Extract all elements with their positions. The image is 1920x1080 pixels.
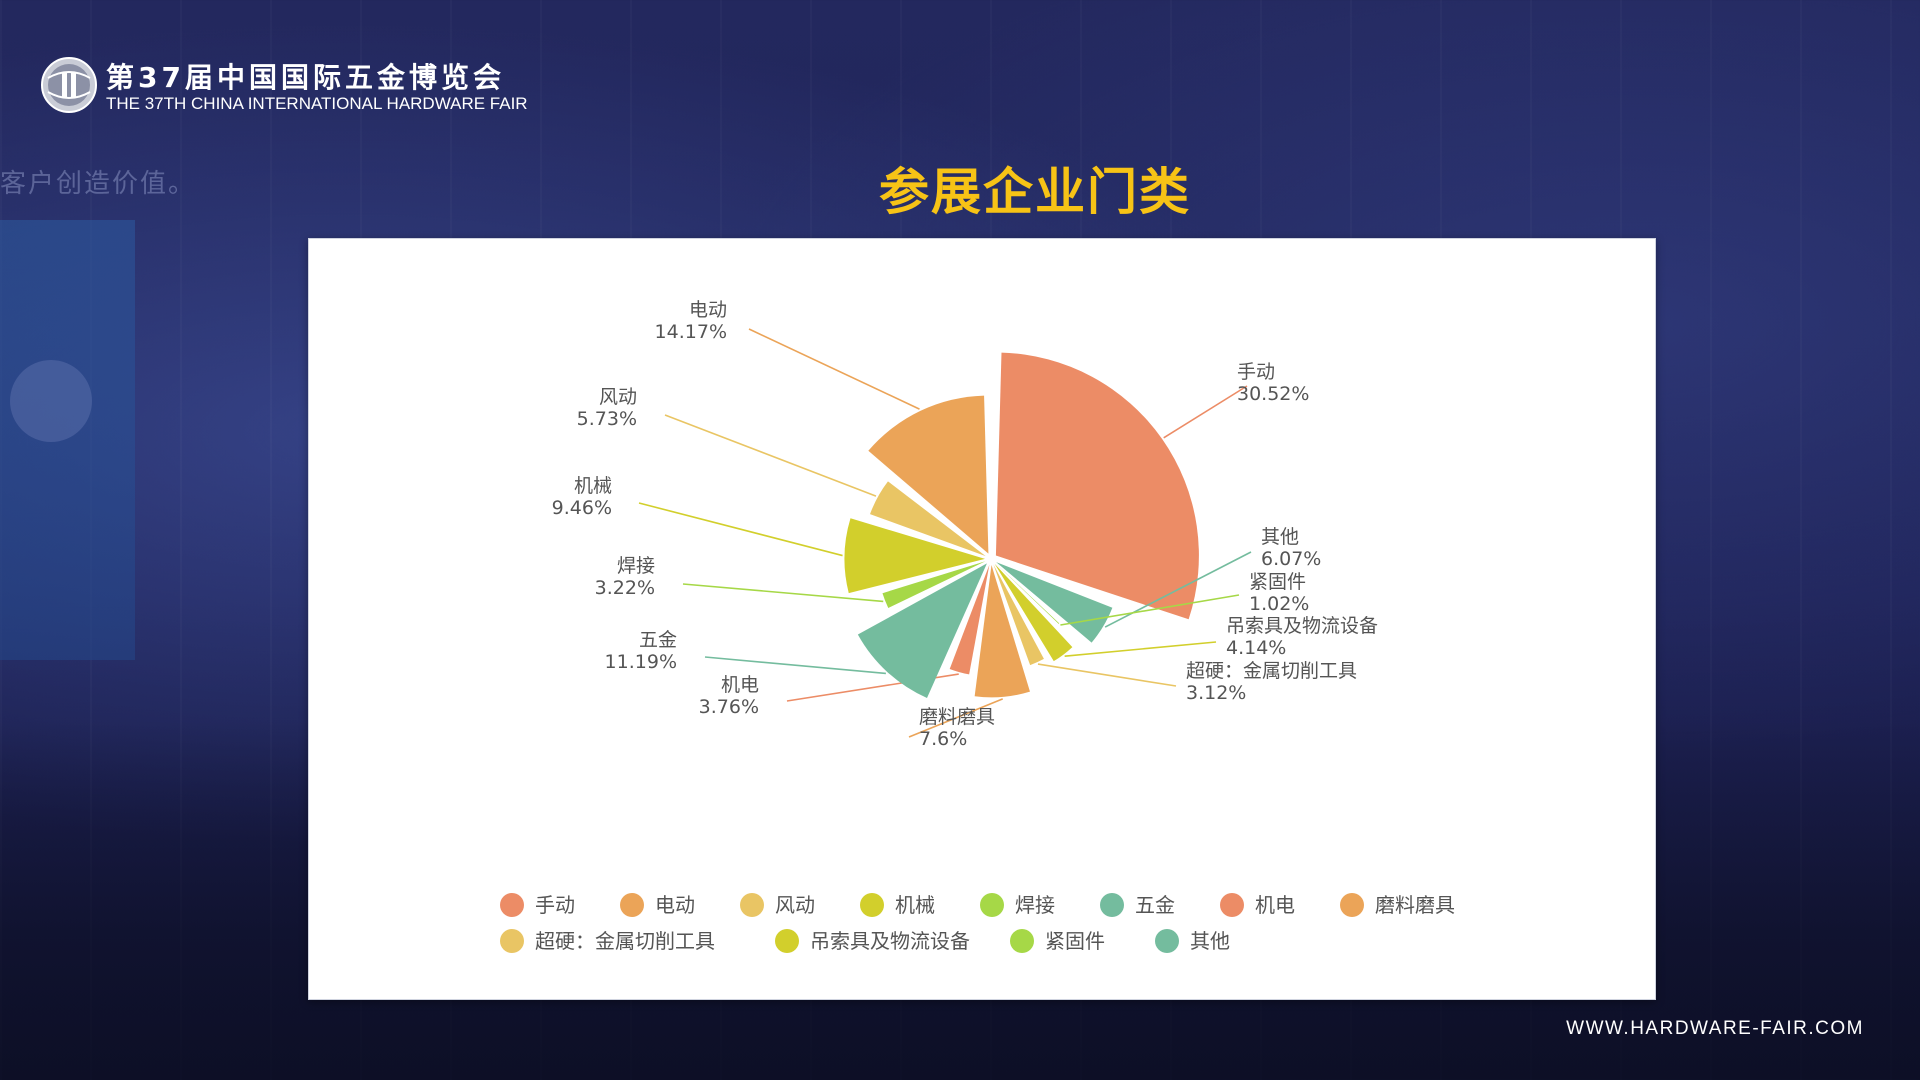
legend-marker <box>1100 893 1124 917</box>
pie-slice-6 <box>974 564 1030 698</box>
legend-label: 磨料磨具 <box>1375 893 1455 917</box>
legend-item[interactable]: 手动 <box>500 893 575 917</box>
legend-marker <box>500 893 524 917</box>
legend-label: 机电 <box>1255 893 1295 917</box>
legend-label: 机械 <box>895 893 935 917</box>
pie-label-name: 吊索具及物流设备 <box>1226 615 1378 637</box>
pie-label-value: 30.52% <box>1237 383 1309 405</box>
pie-label-name: 磨料磨具 <box>919 706 995 728</box>
slide-title: 参展企业门类 <box>879 163 1191 221</box>
legend-item[interactable]: 电动 <box>620 893 695 917</box>
pie-label-value: 3.12% <box>1186 682 1246 704</box>
legend-marker <box>1155 929 1179 953</box>
pie-label-value: 11.19% <box>605 651 677 673</box>
fair-title-english: THE 37TH CHINA INTERNATIONAL HARDWARE FA… <box>106 94 528 113</box>
legend-marker <box>1340 893 1364 917</box>
pie-leader-line <box>1104 551 1252 628</box>
pie-slice-5 <box>993 564 1044 666</box>
chart-card: 手动 30.52% 其他 6.07% 紧固件 1.02% 吊索具及物流设备 4.14% 超硬：金… <box>308 238 1656 1000</box>
pie-leader-line <box>682 583 884 603</box>
pie-label-name: 机械 <box>574 475 612 497</box>
legend-marker <box>1010 929 1034 953</box>
legend-label: 超硬：金属切削工具 <box>535 929 715 953</box>
legend-item[interactable]: 五金 <box>1100 893 1175 917</box>
fair-logo-icon <box>41 57 97 113</box>
legend-item[interactable]: 焊接 <box>980 893 1055 917</box>
legend-marker <box>740 893 764 917</box>
pie-label-value: 14.17% <box>655 321 727 343</box>
pie-label-name: 手动 <box>1237 361 1275 383</box>
legend-label: 手动 <box>535 893 575 917</box>
legend-marker <box>500 929 524 953</box>
pie-slice-9 <box>882 561 986 608</box>
pie-label-name: 电动 <box>689 299 727 321</box>
pie-label-value: 9.46% <box>552 497 612 519</box>
pie-label-value: 3.76% <box>699 696 759 718</box>
background-sign-text: 客户创造价值。 <box>0 169 197 199</box>
legend-item[interactable]: 超硬：金属切削工具 <box>500 929 715 953</box>
pie-slice-8 <box>857 563 987 699</box>
pie-label-value: 1.02% <box>1249 593 1309 615</box>
pie-slice-7 <box>949 564 990 675</box>
pie-label-name: 机电 <box>721 674 759 696</box>
website-url: WWW.HARDWARE-FAIR.COM <box>1566 1018 1864 1039</box>
pie-chart: 手动30.52%其他6.07%紧固件1.02%吊索具及物流设备4.14%超硬：金… <box>500 299 1455 953</box>
legend-marker <box>1220 893 1244 917</box>
pie-label-value: 3.22% <box>595 577 655 599</box>
legend-label: 焊接 <box>1015 893 1055 917</box>
legend-item[interactable]: 磨料磨具 <box>1340 893 1455 917</box>
pie-label-name: 焊接 <box>617 555 655 577</box>
pie-leader-line <box>638 502 843 557</box>
legend-item[interactable]: 吊索具及物流设备 <box>775 929 970 953</box>
pie-leader-line <box>704 656 886 675</box>
pie-leader-line <box>908 698 1004 738</box>
legend-item[interactable]: 其他 <box>1155 929 1230 953</box>
pie-leader-line <box>1037 663 1177 687</box>
pie-leader-line <box>1060 594 1240 626</box>
pie-label-name: 其他 <box>1261 526 1299 548</box>
pie-slice-10 <box>844 518 986 594</box>
pie-leader-line <box>1064 641 1217 657</box>
background-display-panel <box>0 220 135 660</box>
pie-leader-line <box>748 328 920 410</box>
legend-label: 电动 <box>655 893 695 917</box>
pie-leader-line <box>664 414 877 497</box>
pie-leader-line <box>1163 385 1248 439</box>
pie-slice-2 <box>996 562 1113 643</box>
pie-label-value: 4.14% <box>1226 637 1286 659</box>
legend-marker <box>620 893 644 917</box>
legend-marker <box>775 929 799 953</box>
pie-slice-3 <box>995 563 1060 624</box>
legend-marker <box>860 893 884 917</box>
pie-label-value: 5.73% <box>577 408 637 430</box>
legend-item[interactable]: 机械 <box>860 893 935 917</box>
legend-label: 五金 <box>1135 893 1175 917</box>
pie-label-name: 风动 <box>599 386 637 408</box>
fair-title-chinese: 第37届中国国际五金博览会 <box>106 61 505 94</box>
legend-label: 紧固件 <box>1045 929 1105 953</box>
pie-slice-4 <box>994 563 1073 662</box>
pie-label-name: 超硬：金属切削工具 <box>1186 660 1357 682</box>
legend-marker <box>980 893 1004 917</box>
legend-item[interactable]: 风动 <box>740 893 815 917</box>
legend-item[interactable]: 紧固件 <box>1010 929 1105 953</box>
background-gear-icon <box>10 360 92 442</box>
pie-slice-12 <box>868 395 989 554</box>
pie-label-value: 6.07% <box>1261 548 1321 570</box>
legend-item[interactable]: 机电 <box>1220 893 1295 917</box>
pie-label-name: 紧固件 <box>1249 571 1306 593</box>
pie-label-name: 五金 <box>639 629 677 651</box>
legend-label: 风动 <box>775 893 815 917</box>
pie-label-value: 7.6% <box>919 728 967 750</box>
legend-label: 吊索具及物流设备 <box>810 929 970 953</box>
legend-label: 其他 <box>1190 929 1230 953</box>
pie-slice-1 <box>995 352 1199 620</box>
pie-slice-11 <box>870 481 986 557</box>
